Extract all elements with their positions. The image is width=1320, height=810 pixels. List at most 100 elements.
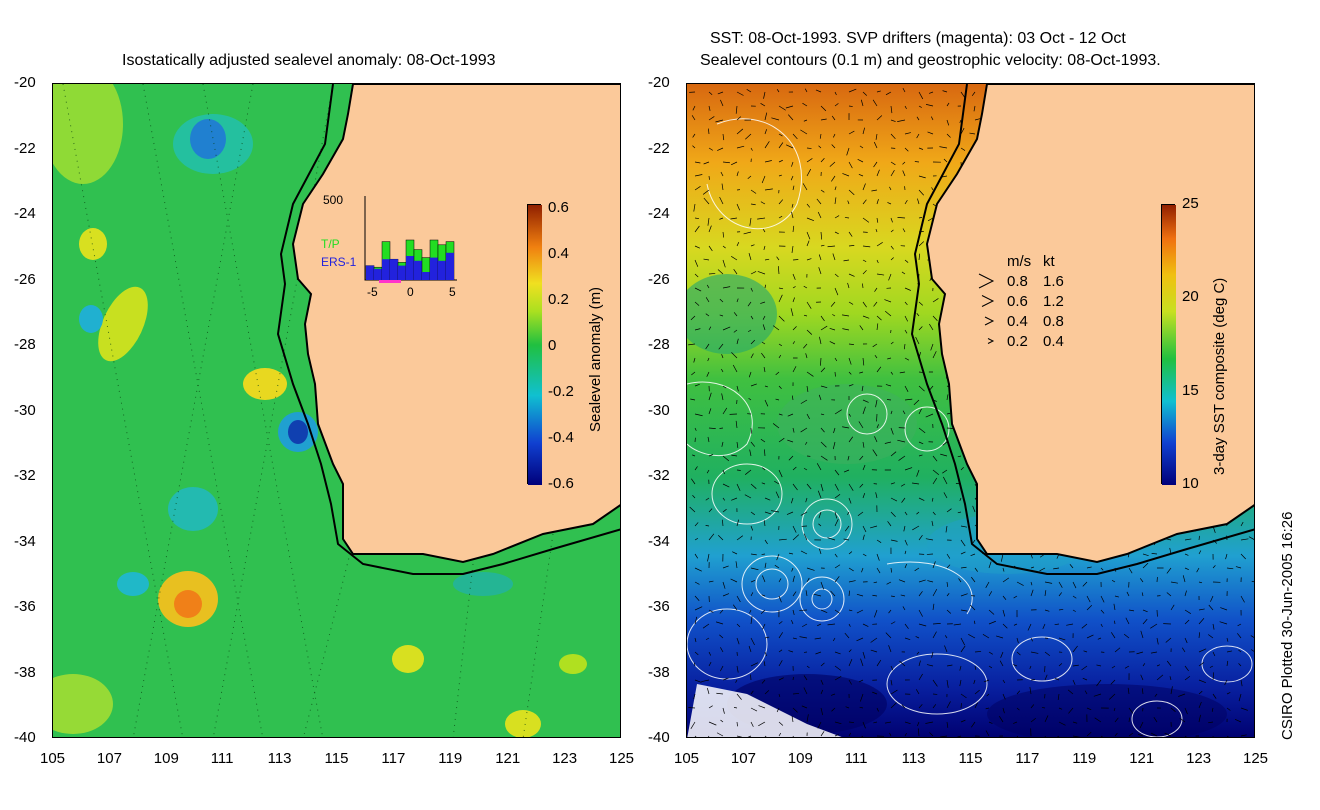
sla-colorbar [527,204,542,485]
colorbar-tick: 0.4 [548,245,569,262]
latitude-tick: -38 [14,663,36,681]
longitude-tick: 125 [609,750,635,767]
inset-bar-ers [390,259,398,280]
legend-header-ms: m/s [1007,253,1031,270]
longitude-tick: 119 [1072,750,1097,767]
longitude-tick: 107 [96,750,122,767]
plot-credit: CSIRO Plotted 30-Jun-2005 16:26 [1279,511,1296,740]
latitude-tick: -22 [648,139,670,157]
latitude-tick: -40 [648,729,670,746]
longitude-tick: 111 [210,750,234,767]
colorbar-tick: 10 [1182,475,1199,492]
longitude-tick: 109 [787,750,813,767]
anomaly-features [53,84,587,737]
latitude-tick: -36 [648,598,670,615]
sla-colorbar-label: Sealevel anomaly (m) [587,286,604,432]
inset-bar-ers [398,265,406,280]
inset-bar-ers [366,265,374,280]
latitude-tick: -40 [14,729,36,746]
right-panel-title-line1: SST: 08-Oct-1993. SVP drifters (magenta)… [710,30,1126,47]
legend-value-kt: 0.4 [1043,333,1064,350]
velocity-legend: m/s kt 0.8 1.6 0.6 1.2 0.4 0.8 0.2 0.4 [978,253,1064,350]
latitude-tick: -36 [14,598,36,615]
longitude-tick: 115 [958,750,983,767]
inset-bar-ers [422,272,430,280]
right-panel-title-line2: Sealevel contours (0.1 m) and geostrophi… [700,52,1161,69]
legend-arrow [981,295,995,307]
colorbar-tick: 0 [548,337,557,354]
latitude-tick: -20 [648,74,670,91]
longitude-tick: 115 [324,750,349,767]
latitude-tick: -28 [14,336,36,353]
australia-land [925,84,1254,564]
longitude-tick: 105 [674,750,700,767]
inset-bar-ers [406,256,414,280]
sst-colorbar-label: 3-day SST composite (deg C) [1211,277,1228,475]
sst-colorbar [1161,204,1176,485]
latitude-tick: -22 [14,139,36,157]
inset-legend-tp: T/P [321,237,340,251]
legend-arrow [978,273,995,289]
sealevel-anomaly-map: 500 T/P ERS-1 -5 0 5 [52,83,621,738]
colorbar-tick: 20 [1182,288,1199,306]
latitude-tick: -24 [648,205,670,222]
inset-legend-ers: ERS-1 [321,255,357,269]
longitude-tick: 109 [153,750,179,767]
longitude-tick: 113 [267,750,292,767]
longitude-tick: 113 [901,750,926,767]
longitude-tick: 117 [1015,750,1040,767]
latitude-tick: -30 [14,401,36,419]
inset-x-tick: -5 [367,285,378,299]
sst-features [687,274,1227,737]
latitude-tick: -30 [648,401,670,419]
inset-bar-ers [438,260,446,280]
inset-x-tick: 5 [449,285,456,299]
latitude-tick: -26 [14,270,36,288]
legend-arrow [987,338,995,344]
inset-bar-ers [446,252,454,280]
latitude-tick: -34 [648,532,670,550]
data-count-inset: 500 T/P ERS-1 -5 0 5 [321,193,457,299]
legend-value-kt: 0.8 [1043,313,1064,330]
colorbar-tick: 15 [1182,381,1199,399]
longitude-tick: 125 [1243,750,1269,767]
latitude-tick: -34 [14,532,36,550]
legend-value-ms: 0.8 [1007,273,1028,290]
shelf-contour [276,84,620,575]
legend-arrow [984,316,995,326]
colorbar-tick: 0.2 [548,291,569,308]
colorbar-tick: -0.4 [548,429,574,446]
inset-bar-ers [374,268,382,280]
longitude-tick: 111 [844,750,868,767]
colorbar-tick: 25 [1182,195,1199,212]
left-panel-title: Isostatically adjusted sealevel anomaly:… [122,52,496,69]
legend-value-ms: 0.2 [1007,333,1028,350]
inset-bar-ers [430,257,438,280]
legend-value-ms: 0.6 [1007,293,1028,310]
longitude-tick: 123 [1186,750,1212,767]
legend-value-ms: 0.4 [1007,313,1028,330]
inset-bar-ers [414,260,422,280]
legend-header-kt: kt [1043,253,1056,270]
latitude-tick: -20 [14,74,36,91]
inset-x-tick: 0 [407,285,414,299]
latitude-tick: -26 [648,270,670,288]
latitude-tick: -32 [14,467,36,484]
inset-bar-ers [382,259,390,280]
latitude-tick: -32 [648,467,670,484]
legend-value-kt: 1.6 [1043,273,1064,290]
longitude-tick: 121 [495,750,521,767]
inset-y-label: 500 [323,193,343,207]
colorbar-tick: -0.2 [548,383,574,400]
colorbar-tick: -0.6 [548,475,574,492]
legend-value-kt: 1.2 [1043,293,1064,310]
shelf-contour [910,84,1254,575]
longitude-tick: 107 [730,750,756,767]
longitude-tick: 117 [381,750,406,767]
longitude-tick: 105 [40,750,66,767]
sst-map: m/s kt 0.8 1.6 0.6 1.2 0.4 0.8 0.2 0.4 [686,83,1255,738]
latitude-tick: -24 [14,205,36,222]
longitude-tick: 121 [1129,750,1155,767]
longitude-tick: 119 [438,750,463,767]
latitude-tick: -28 [648,336,670,353]
